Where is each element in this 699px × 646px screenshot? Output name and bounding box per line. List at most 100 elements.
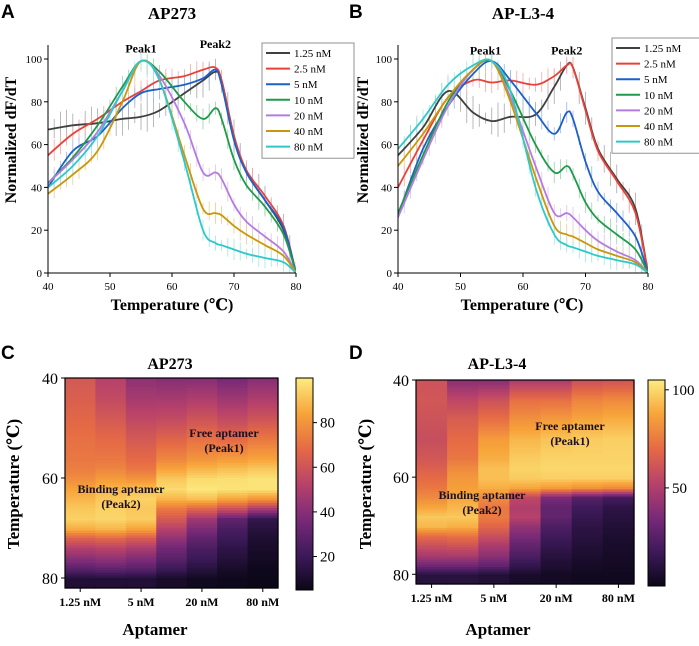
heatmap-cell	[65, 433, 97, 437]
heatmap-cell	[509, 525, 542, 529]
heatmap-cell	[186, 458, 218, 462]
x-tick-label: 80 nM	[602, 591, 635, 605]
heatmap-cell	[478, 460, 511, 464]
heatmap-cell	[217, 380, 249, 384]
heatmap-cell	[571, 489, 604, 493]
heatmap-cell	[95, 393, 127, 397]
heatmap-cell	[95, 475, 127, 479]
heatmap-cell	[602, 511, 635, 515]
heatmap-cell	[125, 455, 157, 459]
heatmap-cell	[217, 455, 249, 459]
heatmap-cell	[509, 423, 542, 427]
heatmap-cell	[478, 387, 511, 391]
heatmap-cell	[95, 380, 127, 384]
heatmap-cell	[95, 403, 127, 407]
heatmap-cell	[571, 518, 604, 522]
heatmap-cell	[65, 508, 97, 512]
heatmap-cell	[571, 433, 604, 437]
heatmap-cell	[416, 501, 448, 505]
heatmap-cell	[447, 496, 479, 500]
heatmap-cell	[447, 516, 479, 520]
heatmap-cell	[186, 433, 218, 437]
heatmap-cell	[217, 423, 249, 427]
panel-letter-b: B	[349, 2, 363, 23]
heatmap-cell	[478, 545, 511, 549]
heatmap-cell	[540, 542, 573, 546]
heatmap-cell	[447, 491, 479, 495]
heatmap-cell	[416, 426, 448, 430]
heatmap-cell	[540, 520, 573, 524]
heatmap-cell	[540, 552, 573, 556]
heatmap-cell	[186, 403, 218, 407]
heatmap-cell	[509, 455, 542, 459]
heatmap-cell	[540, 557, 573, 561]
heatmap-cell	[65, 560, 97, 564]
heatmap-cell	[217, 468, 249, 472]
heatmap-cell	[156, 583, 188, 587]
heatmap-cell	[217, 483, 249, 487]
heatmap-cell	[217, 495, 249, 499]
heatmap-cell	[571, 426, 604, 430]
heatmap-cell	[186, 555, 218, 559]
heatmap-cell	[125, 570, 157, 574]
heatmap-cell	[125, 440, 157, 444]
heatmap-cell	[217, 385, 249, 389]
heatmap-cell	[540, 426, 573, 430]
heatmap-cell	[65, 550, 97, 554]
heatmap-cell	[540, 457, 573, 461]
heatmap-cell	[478, 414, 511, 418]
legend-entry: 1.25 nM	[294, 48, 332, 60]
heatmap-cell	[602, 520, 635, 524]
heatmap-cell	[156, 408, 188, 412]
heatmap-cell	[478, 435, 511, 439]
heatmap-cell	[247, 523, 279, 527]
heatmap-cell	[156, 450, 188, 454]
heatmap-cell	[247, 473, 279, 477]
heatmap-cell	[156, 400, 188, 404]
heatmap-cell	[125, 430, 157, 434]
heatmap-cell	[156, 485, 188, 489]
heatmap-cell	[509, 540, 542, 544]
heatmap-cell	[416, 516, 448, 520]
heatmap-cell	[125, 575, 157, 579]
heatmap-cell	[156, 415, 188, 419]
heatmap-cell	[602, 411, 635, 415]
heatmap-cell	[156, 385, 188, 389]
heatmap-cell	[416, 559, 448, 563]
heatmap-cell	[247, 463, 279, 467]
heatmap-cell	[602, 494, 635, 498]
heatmap-cell	[602, 440, 635, 444]
heatmap-cell	[602, 491, 635, 495]
heatmap-cell	[186, 538, 218, 542]
heatmap-cell	[540, 523, 573, 527]
heatmap-cell	[156, 423, 188, 427]
heatmap-cell	[247, 493, 279, 497]
x-tick-label: 70	[229, 281, 241, 293]
heatmap-cell	[416, 460, 448, 464]
heatmap-cell	[416, 579, 448, 583]
heatmap-cell	[65, 378, 97, 382]
heatmap-cell	[217, 568, 249, 572]
heatmap-cell	[95, 510, 127, 514]
heatmap-cell	[509, 392, 542, 396]
heatmap-cell	[186, 393, 218, 397]
heatmap-cell	[247, 578, 279, 582]
heatmap-cell	[247, 390, 279, 394]
heatmap-cell	[416, 581, 448, 585]
heatmap-cell	[186, 483, 218, 487]
heatmap-cell	[571, 431, 604, 435]
error-bars	[48, 50, 296, 273]
heatmap-cell	[602, 564, 635, 568]
heatmap-cell	[416, 554, 448, 558]
series-line-20nM	[48, 59, 296, 273]
heatmap-cell	[602, 416, 635, 420]
heatmap-cell	[125, 428, 157, 432]
heatmap-cell	[217, 528, 249, 532]
heatmap-cell	[478, 503, 511, 507]
heatmap-cell	[540, 421, 573, 425]
heatmap-cell	[95, 535, 127, 539]
heatmap-cell	[478, 491, 511, 495]
heatmap-cell	[125, 508, 157, 512]
heatmap-cell	[125, 543, 157, 547]
heatmap-cell	[478, 518, 511, 522]
